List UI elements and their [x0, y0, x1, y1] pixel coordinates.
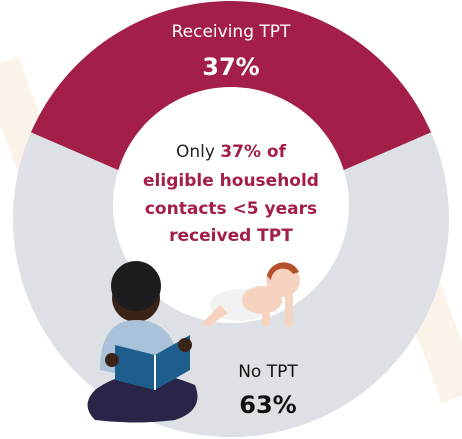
slice-label: Receiving TPT: [172, 22, 291, 42]
annotation-line: received TPT: [169, 226, 293, 246]
value-label: 37%: [202, 53, 259, 81]
annotation: Only 37% of: [176, 142, 287, 162]
slice-label: No TPT: [238, 362, 298, 382]
child-reading-illustration: [87, 261, 198, 423]
annotation-lead: Only: [176, 142, 215, 162]
annotation-line: contacts <5 years: [145, 199, 317, 219]
annotation-line: 37% of: [220, 142, 286, 162]
value-label: 63%: [239, 391, 296, 419]
annotation-line: eligible household: [143, 171, 319, 191]
baby-illustration: [202, 262, 300, 327]
